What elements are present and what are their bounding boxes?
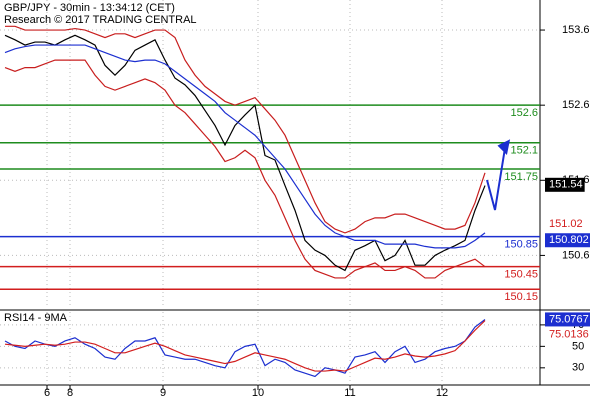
- price-tag: 150.802: [549, 234, 589, 246]
- series-line: [4, 59, 486, 279]
- arrow-head: [497, 139, 511, 156]
- chart-title: GBP/JPY - 30min - 13:34:12 (CET): [4, 2, 175, 14]
- series-line: [4, 34, 486, 272]
- series-line: [5, 25, 486, 234]
- y-tick-label: 153.6: [562, 24, 590, 36]
- x-tick-label: 11: [344, 387, 355, 399]
- x-tick-label: 8: [67, 387, 73, 399]
- y-tick-label: 50: [572, 340, 584, 352]
- price-tag: 75.0767: [549, 313, 589, 325]
- price-tag: 75.0136: [549, 328, 589, 340]
- level-label: 150.15: [504, 291, 538, 303]
- series-line: [4, 44, 486, 249]
- y-tick-label: 152.6: [562, 99, 590, 111]
- price-tag-box: [545, 312, 590, 327]
- level-label: 151.75: [504, 171, 538, 183]
- y-tick-label: 30: [572, 362, 584, 374]
- level-label: 150.45: [504, 269, 538, 281]
- series-line: [4, 320, 486, 372]
- x-tick-label: 9: [160, 387, 166, 399]
- level-label: 150.85: [504, 239, 538, 251]
- level-label: 152.1: [510, 145, 538, 157]
- price-tag-box: [545, 177, 585, 192]
- y-tick-label: 150.6: [562, 249, 590, 261]
- chart-subtitle: Research © 2017 TRADING CENTRAL: [4, 14, 197, 26]
- series-line: [4, 319, 486, 378]
- price-tag: 151.02: [549, 218, 583, 230]
- forecast-arrow: [486, 147, 506, 211]
- level-label: 152.6: [510, 107, 538, 119]
- x-tick-label: 6: [44, 387, 50, 399]
- rsi-title: RSI14 - 9MA: [4, 312, 68, 324]
- x-tick-label: 12: [436, 387, 448, 399]
- price-tag: 151.54: [549, 179, 583, 191]
- x-tick-label: 10: [252, 387, 264, 399]
- price-tag-box: [545, 233, 590, 248]
